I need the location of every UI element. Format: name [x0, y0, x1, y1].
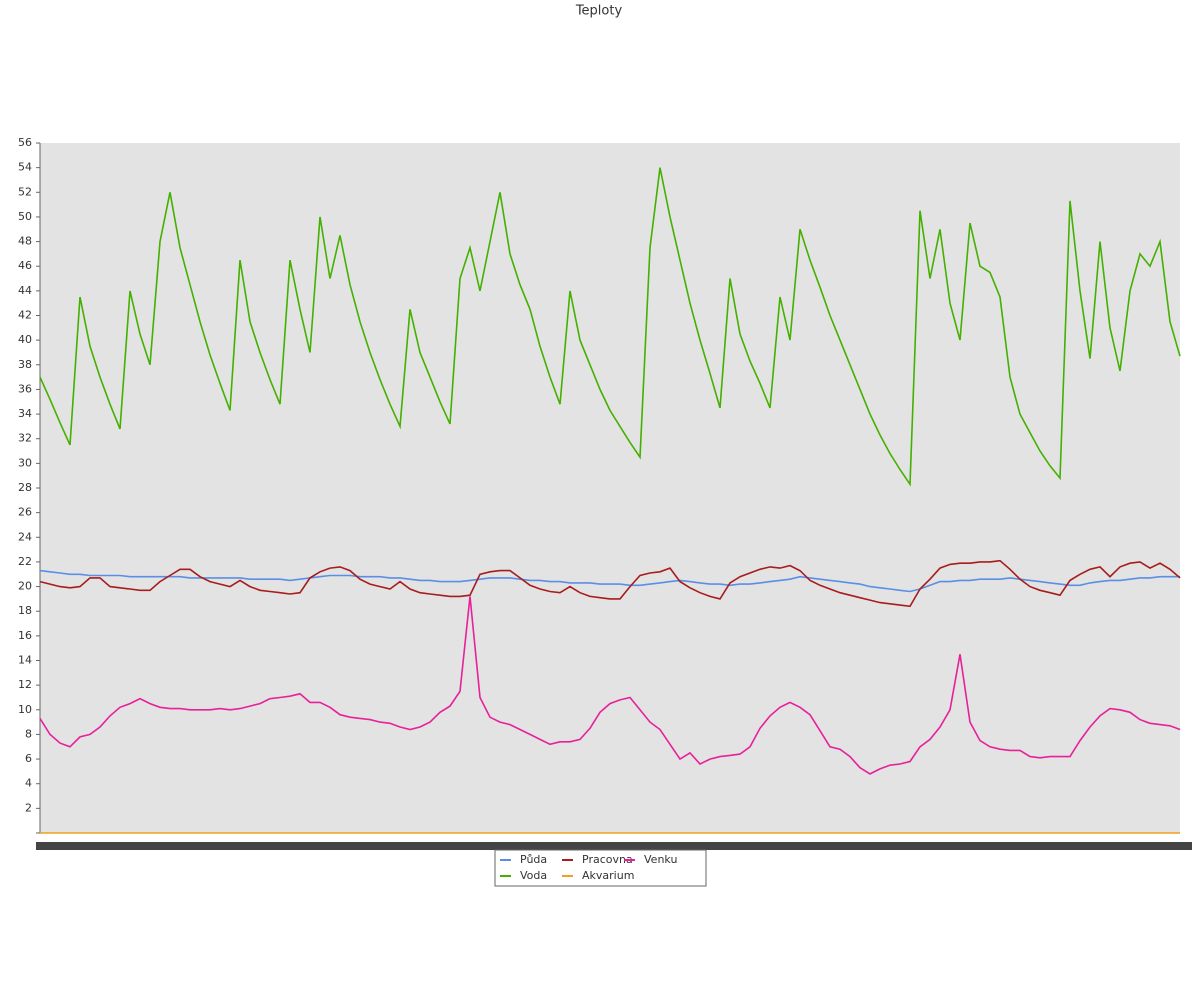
y-tick-label: 24: [18, 530, 32, 543]
legend-label: Venku: [644, 853, 677, 866]
y-tick-label: 40: [18, 333, 32, 346]
y-tick-label: 36: [18, 382, 32, 395]
y-tick-label: 52: [18, 185, 32, 198]
series-line: [39, 167, 1181, 487]
y-tick-label: 20: [18, 580, 32, 593]
legend-label: Akvarium: [582, 869, 634, 882]
y-tick-label: 30: [18, 456, 32, 469]
y-tick-label: 8: [25, 727, 32, 740]
y-tick-label: 32: [18, 432, 32, 445]
legend-label: Voda: [520, 869, 547, 882]
y-tick-label: 18: [18, 604, 32, 617]
y-tick-label: 54: [18, 161, 32, 174]
series-line: [39, 559, 1181, 608]
y-tick-label: 38: [18, 358, 32, 371]
y-tick-label: 14: [18, 654, 32, 667]
y-tick-label: 6: [25, 752, 32, 765]
legend-label: Pracovna: [582, 853, 633, 866]
y-tick-label: 12: [18, 678, 32, 691]
x-axis-band: [36, 842, 1192, 850]
y-tick-label: 42: [18, 309, 32, 322]
y-tick-label: 44: [18, 284, 32, 297]
legend-box: [494, 849, 707, 887]
y-tick-label: 56: [18, 136, 32, 149]
y-tick-label: 22: [18, 555, 32, 568]
series-line: [39, 569, 1180, 593]
y-tick-label: 34: [18, 407, 32, 420]
y-tick-label: 10: [18, 703, 32, 716]
y-tick-label: 48: [18, 235, 32, 248]
y-tick-label: 16: [18, 629, 32, 642]
y-tick-label: 2: [25, 801, 32, 814]
legend-label: Půda: [520, 853, 547, 866]
chart-title: Teploty: [575, 4, 623, 19]
y-tick-label: 46: [18, 259, 32, 272]
plot-area: [40, 143, 1180, 833]
y-tick-label: 4: [25, 777, 32, 790]
series-line: [39, 596, 1181, 775]
y-tick-label: 28: [18, 481, 32, 494]
y-tick-label: 50: [18, 210, 32, 223]
y-tick-label: 26: [18, 506, 32, 519]
